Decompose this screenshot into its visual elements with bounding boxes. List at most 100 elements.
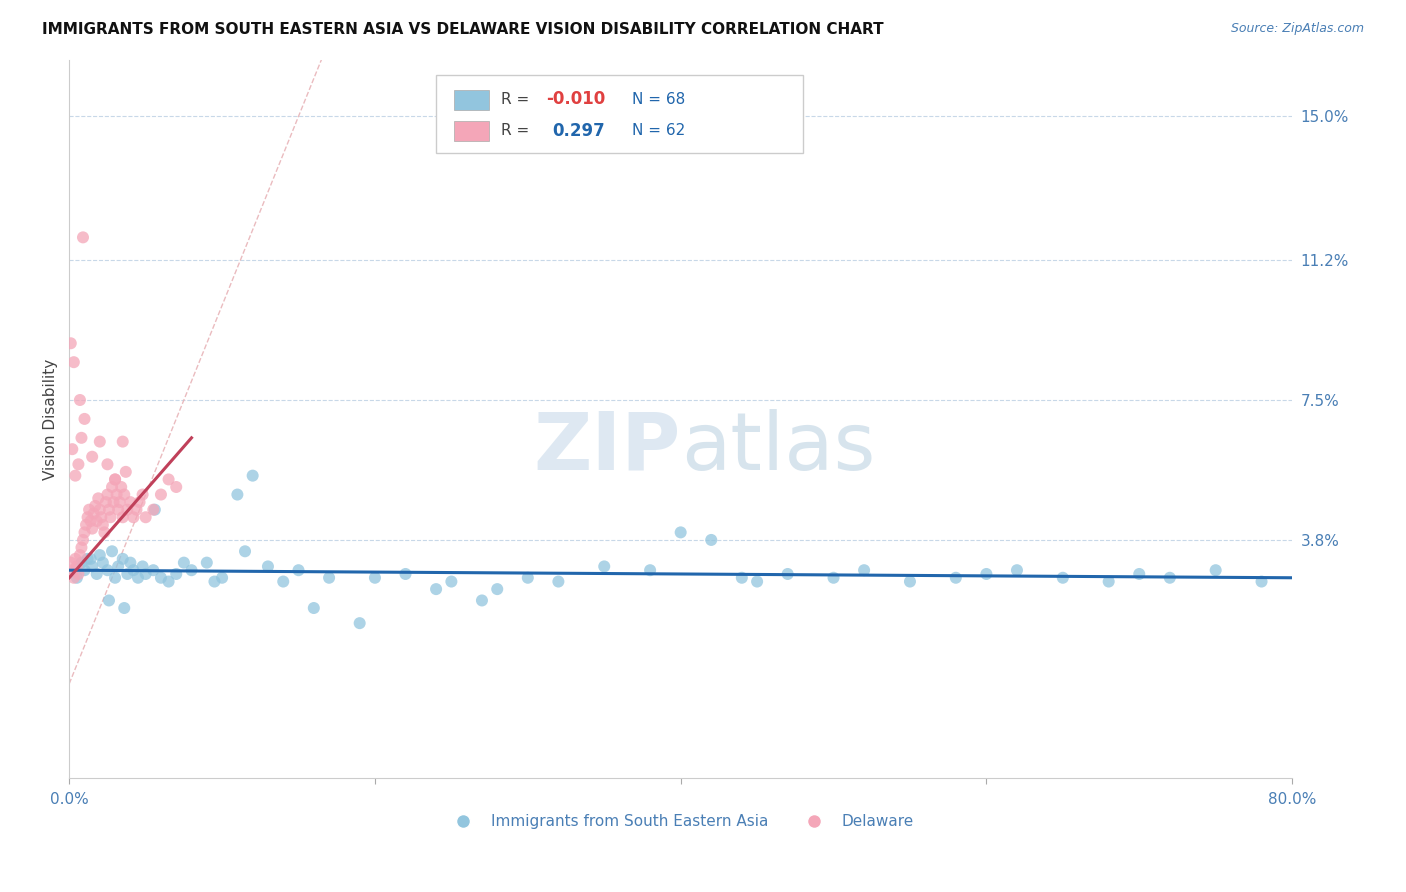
Text: IMMIGRANTS FROM SOUTH EASTERN ASIA VS DELAWARE VISION DISABILITY CORRELATION CHA: IMMIGRANTS FROM SOUTH EASTERN ASIA VS DE… (42, 22, 884, 37)
Point (142, 563, 165, 577)
Point (823, 571, 845, 585)
Point (83, 507, 105, 521)
Point (257, 559, 280, 574)
Text: N = 68: N = 68 (631, 92, 685, 107)
Point (84, 499, 107, 513)
Point (1052, 571, 1074, 585)
Point (82, 522, 104, 536)
Point (165, 566, 187, 581)
Point (107, 502, 129, 516)
Point (65, 468, 87, 483)
Point (1128, 566, 1150, 581)
Point (87, 491, 110, 506)
Point (173, 556, 195, 570)
Point (65, 552, 87, 566)
Point (73, 412, 96, 426)
Point (349, 616, 371, 631)
Point (70, 556, 93, 570)
Point (120, 495, 142, 509)
Point (669, 525, 692, 540)
Point (853, 563, 876, 577)
Point (82, 450, 104, 464)
Point (471, 593, 494, 607)
Point (63, 571, 86, 585)
Point (60, 563, 83, 577)
Point (117, 566, 139, 581)
Point (157, 574, 180, 589)
Point (66, 571, 89, 585)
Point (73, 563, 96, 577)
Point (117, 502, 139, 516)
Point (94, 495, 117, 509)
Legend: Immigrants from South Eastern Asia, Delaware: Immigrants from South Eastern Asia, Dela… (441, 808, 920, 835)
Text: R =: R = (501, 92, 534, 107)
Point (67, 458, 90, 472)
Point (204, 574, 226, 589)
Point (111, 552, 134, 566)
Point (89, 434, 111, 449)
Point (77, 502, 100, 516)
Point (593, 559, 616, 574)
Point (745, 574, 768, 589)
Text: ZIP: ZIP (533, 409, 681, 487)
Point (104, 571, 127, 585)
Point (111, 434, 134, 449)
Point (120, 556, 142, 570)
Point (96, 487, 118, 501)
Point (122, 510, 145, 524)
FancyBboxPatch shape (436, 76, 803, 153)
Point (90, 510, 112, 524)
Point (976, 566, 998, 581)
Point (135, 510, 157, 524)
Point (1205, 563, 1227, 577)
Point (111, 510, 134, 524)
Point (67, 566, 90, 581)
Point (516, 571, 538, 585)
Point (271, 574, 294, 589)
Text: N = 62: N = 62 (631, 123, 685, 138)
Point (142, 502, 165, 516)
Point (131, 559, 153, 574)
Point (69, 392, 91, 407)
Point (898, 574, 921, 589)
Point (76, 510, 98, 524)
Point (135, 566, 157, 581)
Point (96, 563, 118, 577)
Point (143, 502, 166, 516)
Point (131, 487, 153, 501)
Text: atlas: atlas (681, 409, 875, 487)
Point (63, 355, 86, 369)
Point (101, 480, 124, 494)
Point (195, 556, 218, 570)
Point (59, 556, 82, 570)
Point (112, 487, 135, 501)
Point (108, 495, 131, 509)
Point (440, 574, 463, 589)
Point (76, 552, 98, 566)
Text: R =: R = (501, 123, 538, 138)
Point (70, 431, 93, 445)
Point (72, 230, 94, 244)
Point (157, 472, 180, 486)
Point (945, 571, 967, 585)
Point (776, 566, 799, 581)
Point (86, 566, 108, 581)
Point (91, 517, 114, 532)
Point (149, 487, 172, 501)
Point (287, 563, 309, 577)
Point (180, 563, 202, 577)
Point (98, 502, 121, 516)
Point (394, 566, 416, 581)
Point (700, 533, 723, 547)
Text: -0.010: -0.010 (546, 90, 606, 108)
Point (82, 559, 104, 574)
Point (107, 559, 129, 574)
Point (101, 544, 124, 558)
Point (302, 601, 325, 615)
Point (70, 541, 93, 555)
Point (89, 548, 111, 562)
Point (89, 502, 111, 516)
Point (731, 571, 754, 585)
Point (242, 468, 264, 483)
Point (122, 563, 145, 577)
